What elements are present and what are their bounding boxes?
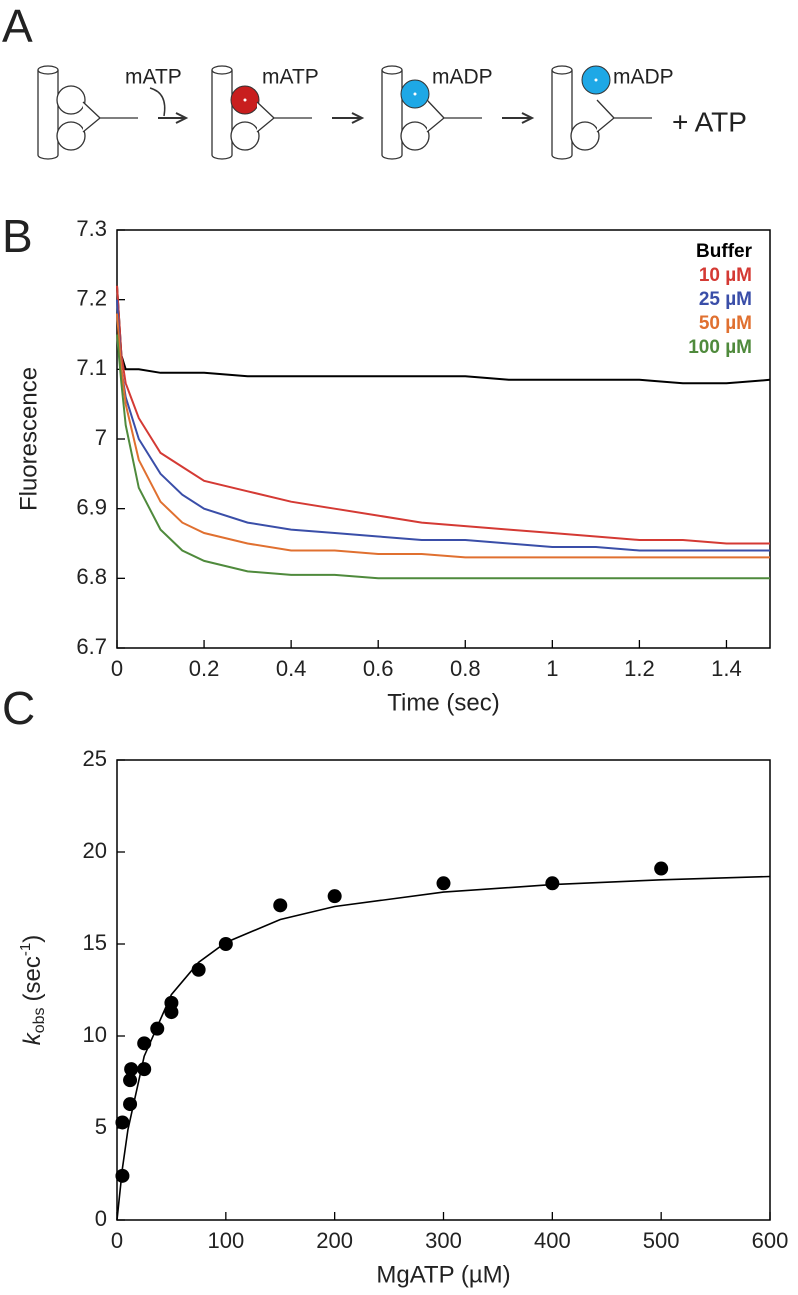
data-line (116, 313, 770, 559)
data-point (436, 876, 451, 891)
y-tick-label: 7.3 (76, 216, 107, 241)
y-tick-label: 6.9 (76, 494, 107, 519)
legend-entry: 10 µM (699, 265, 752, 286)
panel-label: A (2, 0, 33, 52)
data-point (654, 861, 669, 876)
y-axis-label-part: k (19, 1031, 46, 1045)
x-tick-label: 600 (752, 1228, 789, 1253)
arrow (502, 112, 535, 124)
data-point (123, 1073, 138, 1088)
y-tick-label: 6.7 (76, 634, 107, 659)
motor-state (211, 65, 312, 160)
panel-label: C (2, 682, 35, 734)
data-point (115, 1115, 130, 1130)
plot-frame (116, 759, 771, 1221)
scheme-label: mATP (125, 66, 182, 89)
scheme: mATP mATP mADP mADP + ATP (37, 65, 747, 160)
x-tick-label: 0 (111, 656, 123, 681)
legend-entry: 25 µM (699, 289, 752, 310)
data-point (191, 962, 206, 977)
y-tick-label: 25 (83, 746, 107, 771)
y-axis-label: kobs (sec-1) (17, 935, 48, 1045)
fit-line (116, 875, 771, 1221)
data-line (116, 334, 770, 580)
y-tick-label: 7.1 (76, 355, 107, 380)
y-tick-label: 0 (95, 1206, 107, 1231)
data-point (218, 937, 233, 951)
legend-entry: 50 µM (699, 313, 752, 334)
y-tick-label: 6.8 (76, 564, 107, 589)
y-tick-label: 7 (95, 425, 107, 450)
data-point (137, 1062, 152, 1077)
y-tick-label: 7.2 (76, 285, 107, 310)
x-tick-label: 1 (546, 656, 558, 681)
data-point (327, 889, 342, 904)
plot-frame (116, 229, 771, 649)
data-point (273, 898, 288, 913)
x-tick-label: 300 (425, 1228, 462, 1253)
data-point (137, 1036, 152, 1051)
y-tick-label: 20 (83, 838, 107, 863)
x-tick-label: 0.2 (189, 656, 220, 681)
data-point (115, 1168, 130, 1183)
y-axis-label: Fluorescence (15, 367, 42, 511)
y-axis-label-part: obs (31, 1007, 48, 1033)
scheme-label: mADP (432, 66, 493, 89)
legend-entry: 100 µM (688, 337, 752, 358)
scheme-label: mADP (613, 66, 674, 89)
x-axis-label: Time (sec) (387, 689, 499, 716)
x-tick-label: 0.8 (450, 656, 481, 681)
data-point (545, 876, 560, 891)
arrow (149, 87, 166, 117)
x-tick-label: 500 (643, 1228, 680, 1253)
data-point (123, 1097, 138, 1112)
x-tick-label: 0.4 (276, 656, 307, 681)
panel-label: B (2, 210, 33, 262)
y-tick-label: 15 (83, 930, 107, 955)
motor-state (551, 65, 652, 160)
data-line (116, 285, 770, 545)
data-point (150, 1021, 165, 1036)
y-axis-label-part: (sec (19, 956, 46, 1001)
scheme-label: + ATP (672, 106, 747, 137)
x-tick-label: 400 (534, 1228, 571, 1253)
x-tick-label: 1.2 (624, 656, 655, 681)
data-point (124, 1062, 139, 1077)
x-tick-label: 200 (316, 1228, 353, 1253)
y-tick-label: 10 (83, 1022, 107, 1047)
data-point (164, 995, 179, 1010)
motor-state (37, 65, 138, 160)
scheme-label: mATP (262, 66, 319, 89)
x-tick-label: 1.4 (711, 656, 742, 681)
y-axis-label-part: -1 (17, 943, 34, 956)
y-axis-label-part: ) (19, 935, 46, 943)
data-line (116, 285, 771, 385)
x-axis-label: MgATP (µM) (376, 1261, 510, 1288)
legend-entry: Buffer (696, 241, 753, 262)
data-line (116, 299, 770, 552)
arrow (332, 112, 365, 124)
x-tick-label: 0 (111, 1228, 123, 1253)
arrow (158, 112, 189, 124)
y-tick-label: 5 (95, 1114, 107, 1139)
x-tick-label: 0.6 (363, 656, 394, 681)
motor-state (381, 65, 482, 160)
x-tick-label: 100 (207, 1228, 244, 1253)
